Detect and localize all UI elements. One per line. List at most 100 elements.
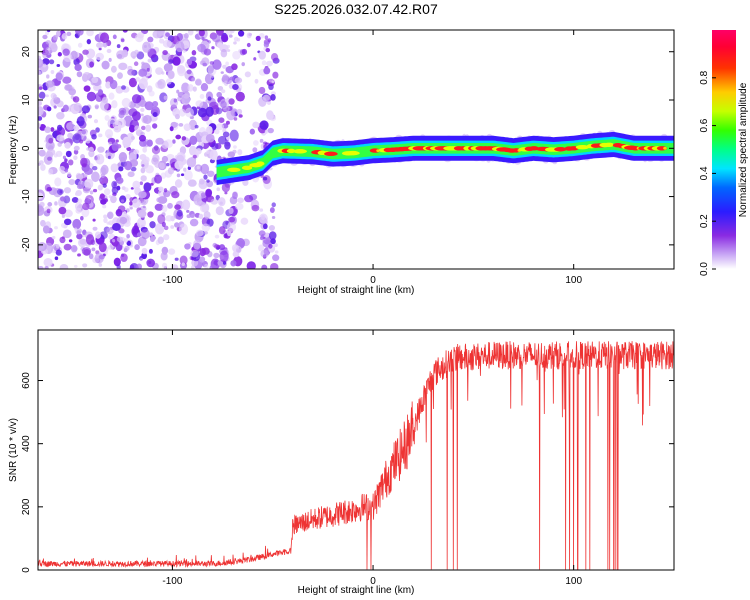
- noise-blob: [47, 156, 52, 161]
- noise-blob: [235, 91, 245, 102]
- ridge-peak: [324, 151, 338, 157]
- noise-blob: [48, 42, 57, 50]
- noise-blob: [61, 214, 65, 218]
- noise-blob: [174, 204, 181, 210]
- noise-blob: [138, 191, 147, 199]
- noise-blob: [269, 207, 275, 214]
- noise-blob: [146, 258, 156, 268]
- noise-blob: [98, 242, 107, 253]
- noise-blob: [264, 129, 268, 134]
- noise-blob: [121, 49, 129, 58]
- noise-blob: [216, 42, 223, 49]
- noise-blob: [132, 180, 141, 190]
- noise-blob: [42, 52, 48, 59]
- noise-blob: [156, 30, 165, 36]
- noise-blob: [154, 203, 164, 211]
- noise-blob: [73, 264, 78, 268]
- noise-blob: [124, 245, 130, 251]
- noise-blob: [61, 32, 68, 40]
- noise-blob: [82, 202, 90, 211]
- noise-blob: [46, 30, 51, 33]
- noise-blob: [200, 82, 209, 92]
- noise-blob: [176, 173, 181, 178]
- noise-blob: [206, 179, 210, 183]
- noise-blob: [39, 124, 47, 131]
- noise-blob: [270, 238, 276, 245]
- noise-blob: [167, 202, 173, 209]
- noise-blob: [62, 104, 69, 112]
- spectrogram-noise: [38, 30, 280, 269]
- noise-blob: [181, 82, 190, 94]
- noise-blob: [169, 71, 175, 79]
- noise-blob: [140, 167, 146, 174]
- noise-blob: [142, 146, 148, 153]
- noise-blob: [205, 106, 214, 117]
- noise-blob: [86, 91, 97, 102]
- noise-blob: [94, 155, 98, 161]
- noise-blob: [174, 257, 179, 261]
- noise-blob: [99, 193, 105, 200]
- noise-blob: [62, 155, 67, 160]
- noise-blob: [40, 219, 46, 227]
- noise-blob: [126, 240, 132, 246]
- noise-blob: [57, 52, 62, 57]
- noise-blob: [195, 78, 202, 86]
- colorbar-tick-label: 0.8: [699, 70, 710, 84]
- noise-blob: [111, 180, 118, 189]
- snr-x-tick-label: 100: [565, 576, 582, 587]
- noise-blob: [272, 254, 280, 262]
- noise-blob: [74, 33, 79, 38]
- noise-blob: [202, 62, 208, 67]
- noise-blob: [218, 117, 225, 123]
- noise-blob: [38, 101, 43, 106]
- noise-blob: [176, 65, 186, 74]
- noise-blob: [38, 205, 45, 216]
- noise-blob: [119, 216, 128, 225]
- ridge-peak: [286, 148, 296, 154]
- noise-blob: [261, 60, 267, 66]
- noise-blob: [87, 114, 93, 119]
- noise-blob: [106, 134, 112, 139]
- noise-blob: [203, 211, 211, 219]
- snr-y-tick-label: 200: [21, 498, 32, 515]
- noise-blob: [83, 85, 91, 92]
- noise-blob: [259, 120, 269, 130]
- noise-blob: [143, 182, 152, 192]
- ridge-peak: [293, 149, 307, 154]
- noise-blob: [86, 30, 94, 37]
- noise-blob: [77, 253, 81, 257]
- noise-blob: [82, 71, 91, 80]
- noise-blob: [83, 167, 93, 175]
- noise-blob: [76, 116, 85, 127]
- noise-blob: [171, 264, 179, 269]
- noise-blob: [255, 35, 261, 41]
- noise-blob: [232, 50, 241, 60]
- noise-blob: [57, 141, 62, 147]
- noise-blob: [165, 215, 174, 222]
- noise-blob: [174, 222, 180, 228]
- noise-blob: [246, 32, 252, 39]
- snr-x-tick-label: 0: [370, 576, 376, 587]
- noise-blob: [52, 34, 58, 41]
- noise-blob: [134, 244, 140, 251]
- noise-blob: [147, 211, 154, 218]
- noise-blob: [166, 78, 172, 85]
- noise-blob: [68, 239, 73, 243]
- noise-blob: [118, 62, 128, 71]
- noise-blob: [92, 226, 98, 231]
- noise-blob: [147, 58, 153, 63]
- noise-blob: [196, 165, 200, 170]
- snr-y-label: SNR (10 * v/v): [8, 418, 19, 482]
- noise-blob: [201, 223, 211, 232]
- noise-blob: [263, 41, 270, 48]
- noise-blob: [82, 263, 88, 268]
- noise-blob: [102, 183, 107, 188]
- noise-blob: [100, 164, 109, 175]
- noise-blob: [163, 188, 168, 193]
- noise-blob: [228, 207, 234, 215]
- noise-blob: [219, 201, 223, 205]
- noise-blob: [148, 90, 155, 97]
- noise-blob: [64, 142, 71, 149]
- noise-blob: [152, 101, 159, 107]
- noise-blob: [221, 182, 231, 193]
